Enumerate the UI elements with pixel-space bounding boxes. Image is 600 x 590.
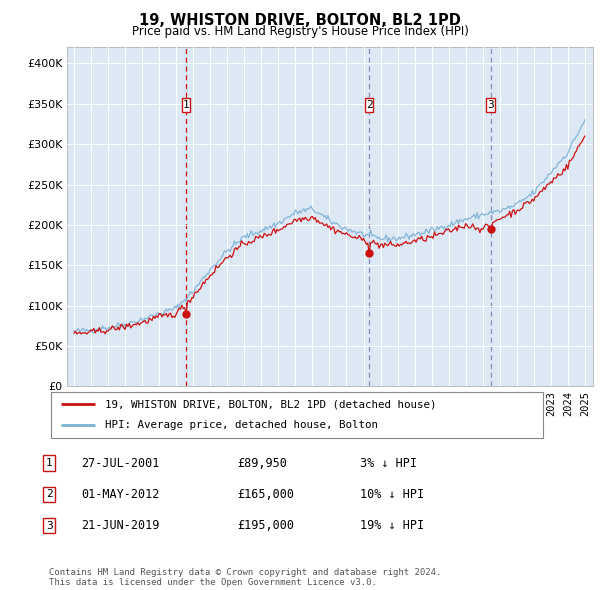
- Text: 1: 1: [182, 100, 190, 110]
- Text: 19% ↓ HPI: 19% ↓ HPI: [360, 519, 424, 532]
- Text: £165,000: £165,000: [237, 488, 294, 501]
- Text: 01-MAY-2012: 01-MAY-2012: [81, 488, 160, 501]
- Text: 2: 2: [46, 490, 53, 499]
- Text: 3: 3: [46, 521, 53, 530]
- Text: 1: 1: [46, 458, 53, 468]
- Text: 2: 2: [366, 100, 373, 110]
- Text: 27-JUL-2001: 27-JUL-2001: [81, 457, 160, 470]
- Text: 3: 3: [487, 100, 494, 110]
- Text: 3% ↓ HPI: 3% ↓ HPI: [360, 457, 417, 470]
- Text: Contains HM Land Registry data © Crown copyright and database right 2024.
This d: Contains HM Land Registry data © Crown c…: [49, 568, 442, 587]
- Text: Price paid vs. HM Land Registry's House Price Index (HPI): Price paid vs. HM Land Registry's House …: [131, 25, 469, 38]
- Bar: [365, 97, 373, 112]
- Text: 19, WHISTON DRIVE, BOLTON, BL2 1PD: 19, WHISTON DRIVE, BOLTON, BL2 1PD: [139, 13, 461, 28]
- Bar: [487, 97, 495, 112]
- Text: £195,000: £195,000: [237, 519, 294, 532]
- Bar: [182, 97, 190, 112]
- Text: 19, WHISTON DRIVE, BOLTON, BL2 1PD (detached house): 19, WHISTON DRIVE, BOLTON, BL2 1PD (deta…: [105, 399, 437, 409]
- Text: HPI: Average price, detached house, Bolton: HPI: Average price, detached house, Bolt…: [105, 420, 378, 430]
- Text: 10% ↓ HPI: 10% ↓ HPI: [360, 488, 424, 501]
- Text: 21-JUN-2019: 21-JUN-2019: [81, 519, 160, 532]
- Text: £89,950: £89,950: [237, 457, 287, 470]
